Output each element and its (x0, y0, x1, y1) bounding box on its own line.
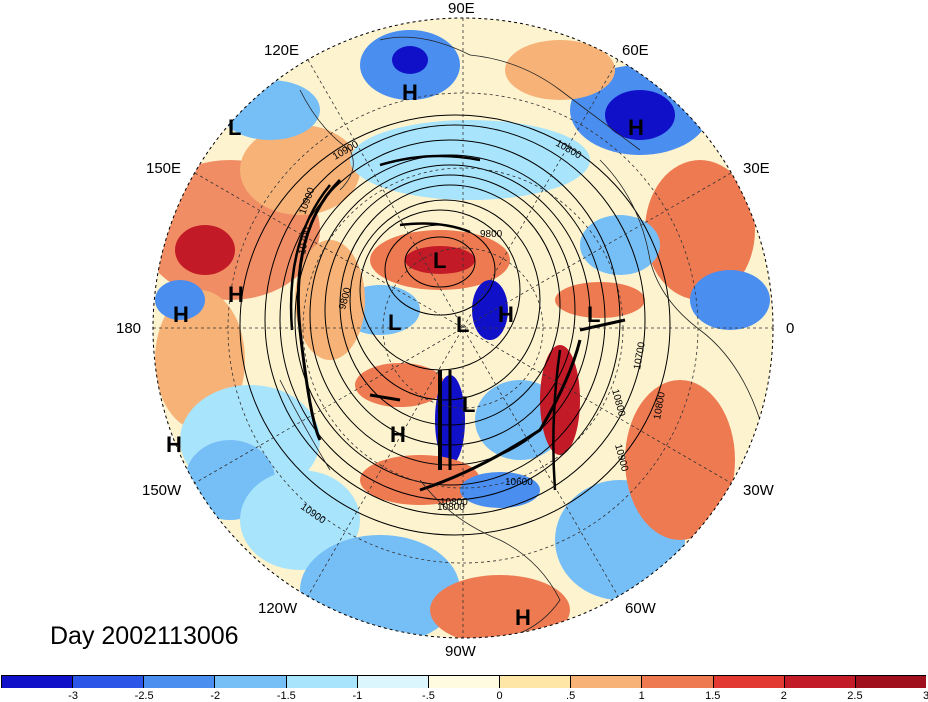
longitude-label-60w: 60W (625, 600, 656, 617)
colorbar-cells (2, 676, 927, 688)
pressure-center: H (173, 302, 189, 327)
graticule (153, 18, 773, 638)
colorbar-cell (500, 676, 572, 688)
longitude-label-120w: 120W (258, 600, 298, 617)
longitude-label-150w: 150W (142, 482, 182, 499)
pressure-center: H (628, 115, 644, 140)
longitude-label-30w: 30W (743, 482, 774, 499)
contour-label: 10800 (437, 502, 465, 513)
colorbar-cell (2, 676, 74, 688)
pressure-center: L (388, 310, 401, 335)
colorbar-tick: -2.5 (134, 690, 154, 702)
pressure-center: H (390, 422, 406, 447)
colorbar-tick: .5 (566, 690, 576, 702)
longitude-label-60e: 60E (622, 42, 649, 59)
contour-label: 10800 (652, 391, 668, 421)
pressure-centers: H H L H H H L L L H L L H H (166, 80, 644, 630)
longitude-label-120e: 120E (264, 42, 300, 59)
contour-label: 10800 (440, 497, 468, 508)
date-title: Day 2002113006 (50, 622, 239, 650)
colorbar-tick: -1 (352, 690, 363, 702)
colorbar-cell (713, 676, 785, 688)
contour-label: 10700 (632, 341, 648, 371)
colorbar-cell (784, 676, 856, 688)
colorbar-cell (642, 676, 714, 688)
pressure-center: H (402, 80, 418, 105)
colorbar-cell (428, 676, 501, 688)
colorbar-tick: 1 (638, 690, 645, 702)
colorbar-cell (855, 676, 927, 688)
colorbar-tick: -3 (68, 690, 78, 702)
pressure-center: H (515, 605, 531, 630)
pressure-center: L (462, 392, 475, 417)
colorbar-cell (73, 676, 145, 688)
contour-label: 10700 (297, 226, 313, 256)
pressure-center: H (498, 302, 514, 327)
longitude-label-0: 0 (786, 320, 795, 337)
pressure-center: H (166, 432, 182, 457)
colorbar-tick: 1.5 (705, 690, 721, 702)
coastlines (279, 36, 761, 638)
colorbar-cell (357, 676, 429, 688)
colorbar-cell (286, 676, 358, 688)
pressure-center: H (228, 282, 244, 307)
colorbar-tick: 2 (780, 690, 787, 702)
longitude-label-90w: 90W (445, 643, 476, 660)
pressure-center: L (456, 312, 469, 337)
colorbar-tick: -1.5 (276, 690, 296, 702)
longitude-label-90e: 90E (448, 0, 475, 17)
colorbar-cell (144, 676, 216, 688)
colorbar-tick: 2.5 (847, 690, 863, 702)
colorbar-tick: 0 (496, 690, 503, 702)
pressure-center: L (587, 302, 600, 327)
colorbar-tick: 3 (922, 690, 928, 702)
longitude-label-150e: 150E (146, 160, 182, 177)
pressure-center: L (228, 115, 241, 140)
contour-label: 9800 (480, 229, 503, 240)
pressure-center: L (433, 248, 446, 273)
map-boundary (152, 17, 774, 639)
colorbar-tick: -2 (210, 690, 221, 702)
colorbar-tick: -.5 (422, 690, 435, 702)
colorbar-cell (215, 676, 287, 688)
longitude-label-30e: 30E (743, 160, 770, 177)
contour-label: 10600 (505, 477, 533, 488)
longitude-label-180: 180 (116, 320, 142, 337)
colorbar-cell (571, 676, 643, 688)
